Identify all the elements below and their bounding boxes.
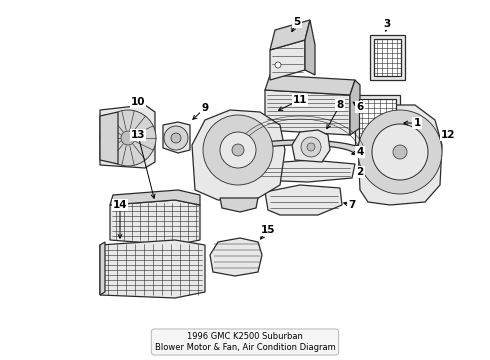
Polygon shape — [100, 240, 205, 298]
Polygon shape — [265, 75, 355, 95]
Polygon shape — [370, 35, 405, 80]
Polygon shape — [210, 238, 262, 276]
Text: 5: 5 — [294, 17, 301, 27]
Polygon shape — [374, 39, 401, 76]
Polygon shape — [220, 198, 258, 212]
Polygon shape — [110, 190, 200, 205]
Text: 3: 3 — [383, 19, 391, 29]
Text: 11: 11 — [293, 95, 307, 105]
Polygon shape — [192, 110, 285, 200]
Text: 1: 1 — [414, 118, 420, 128]
Circle shape — [301, 137, 321, 157]
Text: 13: 13 — [131, 130, 145, 140]
Text: 1996 GMC K2500 Suburban
Blower Motor & Fan, Air Condition Diagram: 1996 GMC K2500 Suburban Blower Motor & F… — [155, 332, 335, 352]
Text: 6: 6 — [356, 102, 364, 112]
Polygon shape — [255, 160, 355, 182]
Circle shape — [121, 131, 135, 145]
Polygon shape — [110, 200, 200, 245]
Polygon shape — [100, 105, 155, 168]
Circle shape — [203, 115, 273, 185]
Text: 14: 14 — [113, 200, 127, 210]
Polygon shape — [265, 90, 350, 135]
Polygon shape — [350, 80, 360, 135]
Polygon shape — [100, 112, 118, 164]
Polygon shape — [270, 40, 305, 80]
Text: 8: 8 — [336, 100, 343, 110]
Text: 15: 15 — [261, 225, 275, 235]
Polygon shape — [305, 20, 315, 75]
Text: 9: 9 — [201, 103, 209, 113]
Circle shape — [393, 145, 407, 159]
Circle shape — [171, 133, 181, 143]
Polygon shape — [265, 185, 342, 215]
Text: 7: 7 — [348, 200, 356, 210]
Polygon shape — [100, 242, 105, 295]
Circle shape — [307, 143, 315, 151]
Polygon shape — [359, 99, 396, 141]
Polygon shape — [163, 122, 190, 153]
Text: 10: 10 — [131, 97, 145, 107]
Text: 12: 12 — [441, 130, 455, 140]
Circle shape — [275, 62, 281, 68]
Circle shape — [358, 110, 442, 194]
Polygon shape — [355, 95, 400, 145]
Circle shape — [232, 144, 244, 156]
Polygon shape — [292, 130, 330, 162]
Circle shape — [220, 132, 256, 168]
Circle shape — [372, 124, 428, 180]
Circle shape — [164, 126, 188, 150]
Polygon shape — [358, 105, 442, 205]
Circle shape — [100, 110, 156, 166]
Polygon shape — [270, 20, 310, 50]
Text: 2: 2 — [356, 167, 364, 177]
Text: 4: 4 — [356, 147, 364, 157]
Polygon shape — [231, 140, 369, 153]
